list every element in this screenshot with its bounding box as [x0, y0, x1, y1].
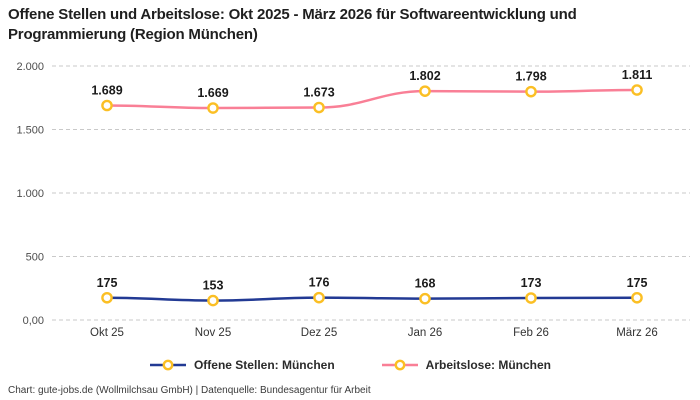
- x-axis-label: März 26: [616, 327, 658, 339]
- x-axis-label: Dez 25: [301, 327, 337, 339]
- data-point-marker: [525, 85, 537, 98]
- data-point-label: 175: [627, 276, 648, 290]
- chart-legend: Offene Stellen: München Arbeitslose: Mün…: [0, 358, 700, 372]
- data-point-marker: [631, 291, 643, 304]
- data-point-label: 1.802: [409, 69, 440, 83]
- legend-marker-icon: [162, 359, 174, 371]
- data-point-marker: [101, 99, 113, 112]
- data-point-marker: [631, 84, 643, 96]
- chart-title-line1: Offene Stellen und Arbeitslose: Okt 2025…: [8, 6, 577, 23]
- data-point-marker: [419, 292, 431, 305]
- data-point-label: 173: [521, 276, 542, 290]
- data-point-marker: [207, 102, 219, 114]
- y-tick-label: 1.000: [16, 188, 44, 200]
- data-point-label: 153: [203, 279, 224, 293]
- chart-title: Offene Stellen und Arbeitslose: Okt 2025…: [8, 5, 577, 45]
- data-point-marker: [207, 294, 219, 307]
- data-point-label: 1.798: [515, 70, 546, 84]
- data-point-label: 176: [309, 276, 330, 290]
- legend-swatch-line-icon: [149, 359, 186, 371]
- y-tick-label: 1.500: [16, 125, 44, 137]
- series-line: [106, 88, 638, 110]
- legend-marker-icon: [394, 359, 406, 371]
- y-tick-label: 500: [26, 252, 44, 264]
- data-point-marker: [525, 292, 537, 304]
- chart-source-footer: Chart: gute-jobs.de (Wollmilchsau GmbH) …: [8, 385, 371, 396]
- data-point-label: 175: [97, 276, 118, 290]
- x-axis-label: Jan 26: [408, 327, 443, 339]
- data-point-label: 1.689: [91, 83, 122, 97]
- legend-label: Offene Stellen: München: [193, 358, 335, 372]
- data-point-marker: [419, 85, 431, 97]
- legend-item-arbeitslose: Arbeitslose: München: [381, 358, 551, 372]
- x-axis-label: Nov 25: [195, 327, 231, 339]
- legend-label: Arbeitslose: München: [425, 358, 552, 372]
- data-point-label: 1.669: [197, 86, 228, 100]
- legend-swatch-line-icon: [381, 359, 418, 371]
- legend-item-offene-stellen: Offene Stellen: München: [149, 358, 335, 372]
- x-axis-label: Feb 26: [513, 327, 549, 339]
- series-line: [106, 296, 638, 302]
- line-chart: 0,00 500 1.000 1.500 2.000 Okt 25 Nov 25 Dez 25…: [16, 61, 690, 339]
- data-point-label: 1.811: [622, 68, 653, 82]
- data-point-marker: [313, 101, 325, 114]
- y-tick-label: 2.000: [16, 61, 44, 73]
- x-axis-label: Okt 25: [90, 327, 124, 339]
- data-point-label: 1.673: [303, 86, 334, 100]
- y-tick-label: 0,00: [23, 315, 44, 327]
- data-point-marker: [101, 291, 113, 304]
- chart-title-line2: Programmierung (Region München): [8, 26, 258, 43]
- data-point-marker: [313, 291, 325, 304]
- data-point-label: 168: [415, 277, 436, 291]
